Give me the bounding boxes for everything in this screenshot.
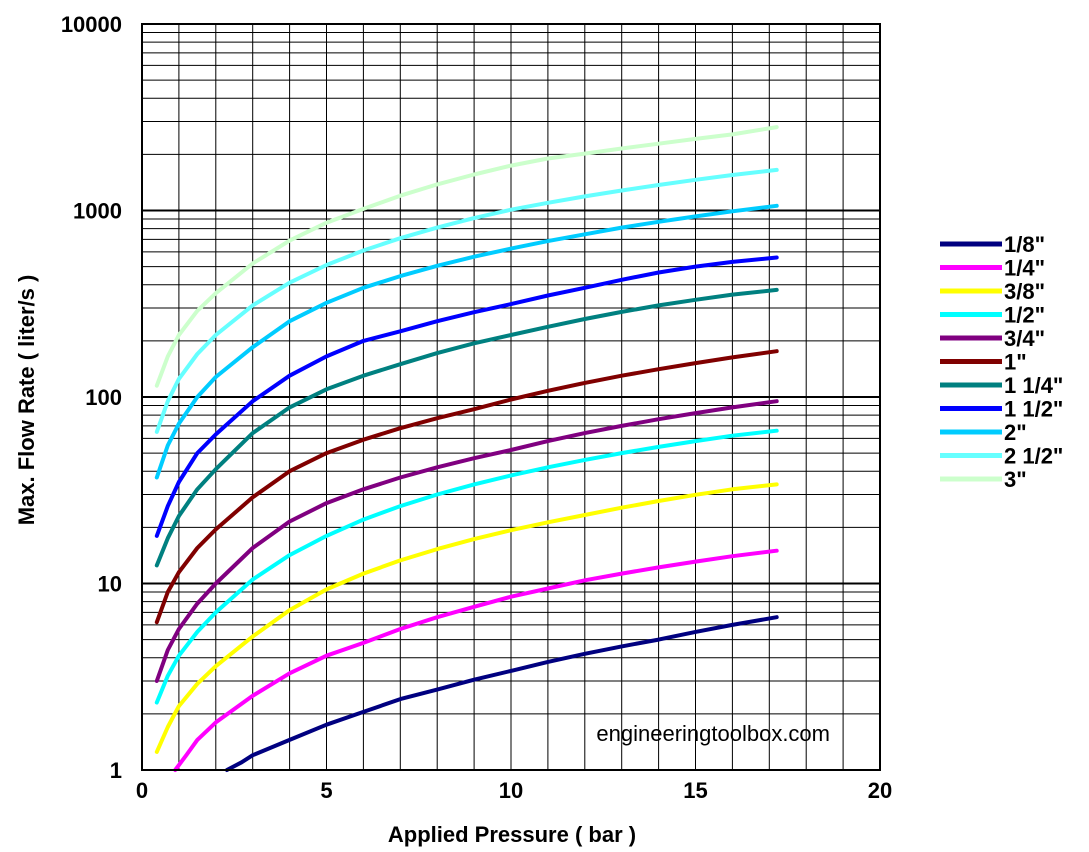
plot-frame <box>141 23 881 771</box>
legend-label: 2 1/2" <box>1004 444 1063 469</box>
series-line-4 <box>154 399 779 683</box>
series-line-8 <box>154 203 779 480</box>
legend-label: 1/8" <box>1004 232 1045 257</box>
legend-label: 2" <box>1004 420 1027 445</box>
y-tick-labels: 1 10 100 1000 10000 <box>61 12 122 783</box>
series-line-9 <box>154 167 779 434</box>
legend-label: 3/8" <box>1004 279 1045 304</box>
watermark-text: engineeringtoolbox.com <box>596 721 830 746</box>
y-tick-label: 1000 <box>73 199 122 224</box>
legend: 1/8"1/4"3/8"1/2"3/4"1"1 1/4"1 1/2"2"2 1/… <box>940 232 1063 492</box>
series-line-1 <box>173 548 779 772</box>
series-lines <box>154 125 779 772</box>
x-tick-label: 10 <box>499 778 523 803</box>
legend-label: 3/4" <box>1004 326 1045 351</box>
y-axis-label: Max. Flow Rate ( liter/s ) <box>14 275 39 526</box>
y-tick-label: 100 <box>85 385 122 410</box>
legend-label: 1 1/2" <box>1004 397 1063 422</box>
x-tick-label: 5 <box>320 778 332 803</box>
x-tick-label: 0 <box>136 778 148 803</box>
x-tick-label: 20 <box>868 778 892 803</box>
series-line-7 <box>154 255 779 538</box>
y-tick-label: 10 <box>98 572 122 597</box>
axes <box>141 23 881 771</box>
y-tick-label: 1 <box>110 758 122 783</box>
legend-label: 1" <box>1004 350 1027 375</box>
y-tick-label: 10000 <box>61 12 122 37</box>
legend-label: 3" <box>1004 467 1027 492</box>
series-line-3 <box>154 428 779 705</box>
x-axis-label: Applied Pressure ( bar ) <box>388 822 636 847</box>
legend-label: 1 1/4" <box>1004 373 1063 398</box>
series-line-6 <box>154 287 779 568</box>
series-line-0 <box>224 615 779 772</box>
series-line-10 <box>154 125 779 388</box>
x-tick-labels: 0 5 10 15 20 <box>136 778 892 803</box>
series-line-5 <box>154 349 779 625</box>
legend-label: 1/2" <box>1004 303 1045 328</box>
x-tick-label: 15 <box>683 778 707 803</box>
legend-label: 1/4" <box>1004 256 1045 281</box>
series-line-2 <box>154 482 779 754</box>
